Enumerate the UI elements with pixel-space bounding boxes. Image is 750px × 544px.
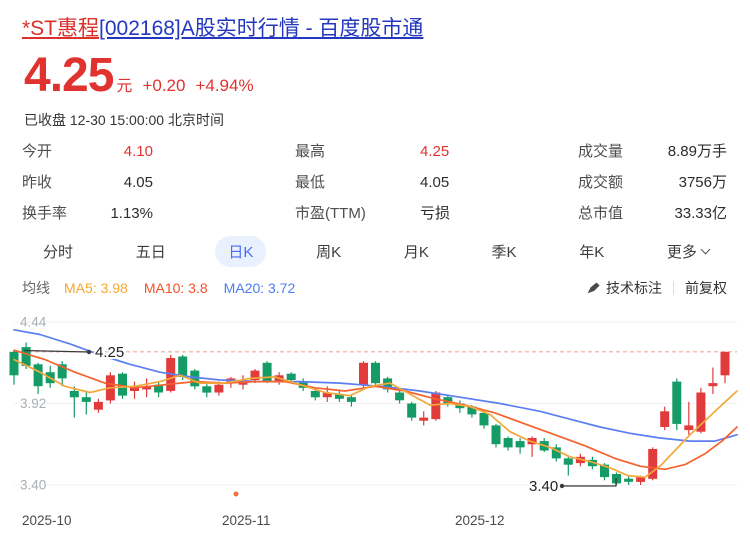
stat-value: 亏损	[420, 205, 451, 222]
price-change: +0.20	[142, 76, 186, 95]
tab-monthly-k[interactable]: 月K	[403, 243, 429, 261]
stat-value: 4.10	[123, 143, 153, 160]
stat-label: 市盈(TTM)	[295, 205, 366, 222]
stat-high: 最高 4.25	[295, 136, 455, 167]
technical-annotation-button[interactable]: 技术标注	[587, 278, 662, 298]
stats-column-3: 成交量 8.89万手 成交额 3756万 总市值 33.33亿	[578, 136, 727, 229]
tab-more[interactable]: 更多	[654, 236, 722, 267]
svg-text:4.44: 4.44	[20, 315, 47, 330]
price-change-percent: +4.94%	[195, 76, 254, 95]
stat-label: 最高	[295, 143, 326, 160]
price-row: 4.25 元 +0.20 +4.94%	[24, 48, 254, 103]
stat-amount: 成交额 3756万	[578, 167, 727, 198]
stat-market-cap: 总市值 33.33亿	[578, 198, 727, 229]
ma10-legend: MA10: 3.8	[143, 280, 208, 296]
forward-adjust-label: 前复权	[685, 280, 727, 296]
stat-low: 最低 4.05	[295, 167, 455, 198]
chart-period-tabs: 分时 五日 日K 周K 月K 季K 年K 更多	[14, 233, 736, 269]
current-price: 4.25	[24, 49, 114, 102]
tab-daily-k[interactable]: 日K	[215, 235, 267, 267]
toolbar-divider	[673, 281, 674, 295]
chart-toolbar: 技术标注 前复权	[587, 278, 727, 298]
stat-label: 总市值	[578, 205, 624, 222]
stats-column-1: 今开 4.10 昨收 4.05 换手率 1.13%	[22, 136, 153, 229]
tab-quarterly-k[interactable]: 季K	[491, 243, 517, 261]
svg-text:2025-11: 2025-11	[222, 513, 271, 528]
technical-annotation-label: 技术标注	[606, 280, 662, 296]
stat-value: 4.05	[123, 174, 153, 191]
forward-adjust-button[interactable]: 前复权	[685, 278, 727, 298]
ma5-legend: MA5: 3.98	[64, 280, 128, 296]
svg-text:3.40: 3.40	[20, 478, 46, 493]
tab-weekly-k[interactable]: 周K	[316, 243, 342, 261]
stat-label: 最低	[295, 174, 326, 191]
stat-value: 1.13%	[110, 205, 153, 222]
stat-value: 4.25	[420, 143, 450, 160]
stats-column-2: 最高 4.25 最低 4.05 市盈(TTM) 亏损	[295, 136, 455, 229]
ma20-legend: MA20: 3.72	[223, 280, 296, 296]
stat-pe-ttm: 市盈(TTM) 亏损	[295, 198, 455, 229]
page-title-link[interactable]: *ST惠程[002168]A股实时行情 - 百度股市通	[22, 16, 423, 42]
svg-text:4.25: 4.25	[95, 344, 124, 361]
stock-name: *ST惠程	[22, 17, 100, 40]
stat-value: 3756万	[678, 174, 727, 191]
svg-text:3.40: 3.40	[529, 478, 558, 495]
tab-minute[interactable]: 分时	[43, 243, 74, 261]
tab-yearly-k[interactable]: 年K	[579, 243, 605, 261]
stat-value: 8.89万手	[667, 143, 727, 160]
stat-label: 换手率	[22, 205, 68, 222]
stat-label: 今开	[22, 143, 53, 160]
ma-legend-row: 均线 MA5: 3.98 MA10: 3.8 MA20: 3.72 技术标注 前…	[22, 277, 727, 299]
tab-five-day[interactable]: 五日	[135, 243, 166, 261]
stat-label: 成交量	[578, 143, 624, 160]
stat-volume: 成交量 8.89万手	[578, 136, 727, 167]
stat-value: 33.33亿	[674, 205, 727, 222]
price-unit: 元	[116, 78, 133, 95]
stat-value: 4.05	[420, 174, 450, 191]
stat-prev-close: 昨收 4.05	[22, 167, 153, 198]
stat-label: 成交额	[578, 174, 624, 191]
stat-label: 昨收	[22, 174, 53, 191]
kline-chart[interactable]: 4.25 3.40 4.44 3.92 3.40 2025-10 2025-11 2025-1…	[0, 312, 750, 544]
stat-turnover-rate: 换手率 1.13%	[22, 198, 153, 229]
svg-text:3.92: 3.92	[20, 396, 46, 411]
svg-text:2025-12: 2025-12	[455, 513, 505, 528]
title-rest: [002168]A股实时行情 - 百度股市通	[99, 17, 424, 40]
stat-open: 今开 4.10	[22, 136, 153, 167]
tab-more-label: 更多	[666, 243, 697, 261]
svg-text:2025-10: 2025-10	[22, 513, 72, 528]
market-status: 已收盘 12-30 15:00:00 北京时间	[24, 112, 224, 128]
ma-prefix-label: 均线	[22, 280, 50, 296]
chevron-down-icon	[700, 244, 711, 255]
pen-icon	[587, 281, 601, 295]
